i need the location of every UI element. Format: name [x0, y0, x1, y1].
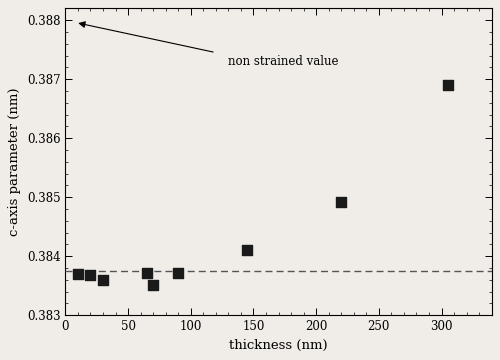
Point	[74, 271, 82, 277]
Point	[149, 282, 157, 287]
Point	[174, 270, 182, 276]
Point	[337, 199, 345, 205]
Point	[444, 82, 452, 88]
Point	[143, 270, 151, 276]
Point	[243, 247, 251, 253]
Point	[86, 272, 94, 278]
Point	[99, 277, 107, 283]
X-axis label: thickness (nm): thickness (nm)	[229, 339, 328, 352]
Y-axis label: c-axis parameter (nm): c-axis parameter (nm)	[8, 87, 22, 236]
Text: non strained value: non strained value	[228, 55, 339, 68]
